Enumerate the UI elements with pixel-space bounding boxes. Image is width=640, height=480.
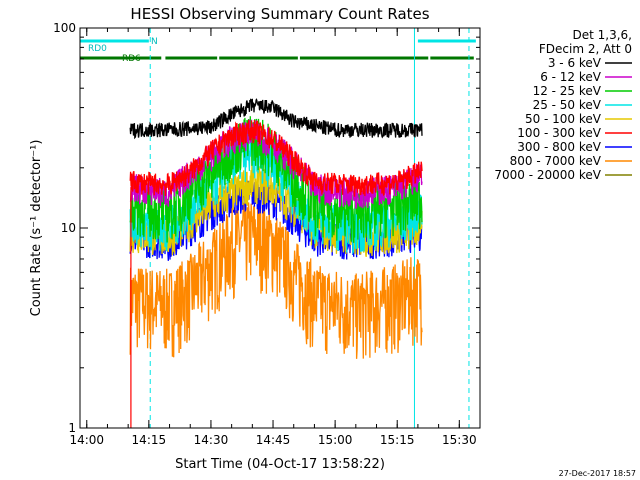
mode-bar-label: RD0: [88, 44, 107, 54]
legend-entry-label: 25 - 50 keV: [533, 98, 602, 112]
legend-entry-label: 7000 - 20000 keV: [494, 168, 601, 182]
legend-entry-label: 300 - 800 keV: [517, 140, 601, 154]
axes: 1 10 100 14:00 14:15 14:30 14:45 15:00 15:15 15:3…: [53, 21, 481, 447]
y-tick-label: 1: [68, 421, 76, 435]
x-tick-label: 14:45: [256, 433, 291, 447]
x-tick-label: 15:00: [318, 433, 353, 447]
y-axis-label: Count Rate (s⁻¹ detector⁻¹): [29, 140, 44, 317]
legend-header: FDecim 2, Att 0: [539, 42, 632, 56]
mode-bar-label: N: [151, 37, 158, 47]
series-line-100-300-kev: [129, 119, 423, 197]
x-tick-label: 15:15: [380, 433, 415, 447]
chart-title: HESSI Observing Summary Count Rates: [130, 5, 429, 23]
mode-bars: RD0 N RD6: [80, 37, 476, 64]
series-line-300-800-kev: [129, 180, 423, 261]
legend-entry-label: 3 - 6 keV: [548, 56, 602, 70]
footer-timestamp: 27-Dec-2017 18:57: [559, 469, 636, 478]
legend-entry-label: 50 - 100 keV: [525, 112, 602, 126]
series-line-3-6-kev: [129, 98, 423, 140]
x-tick-label: 14:30: [194, 433, 229, 447]
legend-entry-label: 100 - 300 keV: [517, 126, 601, 140]
x-tick-label: 15:30: [442, 433, 477, 447]
y-tick-label: 10: [61, 221, 76, 235]
x-axis-label: Start Time (04-Oct-17 13:58:22): [175, 457, 385, 472]
x-tick-label: 14:15: [132, 433, 167, 447]
legend-header: Det 1,3,6,: [573, 28, 633, 42]
legend-entry-label: 12 - 25 keV: [533, 84, 602, 98]
series-layer: [129, 98, 423, 428]
mode-bar-label: RD6: [122, 54, 141, 64]
y-tick-label: 100: [53, 21, 76, 35]
legend-entry-label: 6 - 12 keV: [540, 70, 602, 84]
legend-entry-label: 800 - 7000 keV: [510, 154, 602, 168]
x-tick-label: 14:00: [69, 433, 104, 447]
series-line-800-7000-kev: [129, 202, 423, 359]
